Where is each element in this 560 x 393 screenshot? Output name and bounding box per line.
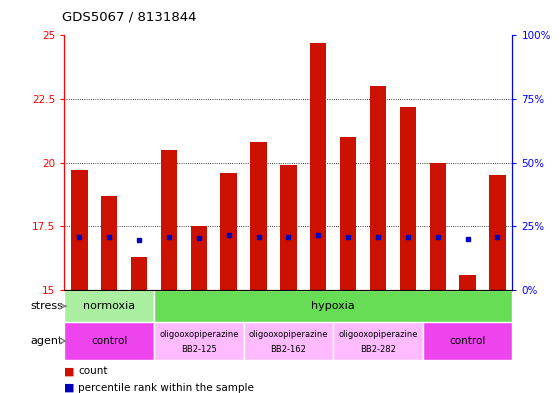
Bar [131, 257, 147, 290]
Text: ■: ■ [64, 366, 75, 376]
Bar [154, 290, 512, 322]
Text: BB2-125: BB2-125 [181, 345, 217, 354]
Text: percentile rank within the sample: percentile rank within the sample [78, 383, 254, 393]
Text: count: count [78, 366, 108, 376]
Bar [370, 86, 386, 290]
Bar [430, 163, 446, 290]
Bar [333, 322, 423, 360]
Bar [64, 290, 154, 322]
Bar [221, 173, 237, 290]
Bar [280, 165, 297, 290]
Bar [423, 322, 512, 360]
Text: normoxia: normoxia [83, 301, 136, 311]
Text: oligooxopiperazine: oligooxopiperazine [338, 330, 418, 339]
Bar [190, 226, 207, 290]
Text: oligooxopiperazine: oligooxopiperazine [159, 330, 239, 339]
Bar [459, 275, 476, 290]
Text: control: control [91, 336, 127, 346]
Bar [250, 142, 267, 290]
Bar [489, 175, 506, 290]
Bar [310, 43, 326, 290]
Bar [64, 322, 154, 360]
Text: hypoxia: hypoxia [311, 301, 355, 311]
Text: GDS5067 / 8131844: GDS5067 / 8131844 [62, 11, 196, 24]
Bar [161, 150, 177, 290]
Text: BB2-162: BB2-162 [270, 345, 306, 354]
Text: stress: stress [30, 301, 63, 311]
Text: agent: agent [31, 336, 63, 346]
Bar [101, 196, 118, 290]
Bar [400, 107, 416, 290]
Text: ■: ■ [64, 383, 75, 393]
Bar [244, 322, 333, 360]
Text: control: control [450, 336, 486, 346]
Bar [340, 137, 356, 290]
Text: oligooxopiperazine: oligooxopiperazine [249, 330, 328, 339]
Bar [154, 322, 244, 360]
Bar [71, 170, 87, 290]
Text: BB2-282: BB2-282 [360, 345, 396, 354]
